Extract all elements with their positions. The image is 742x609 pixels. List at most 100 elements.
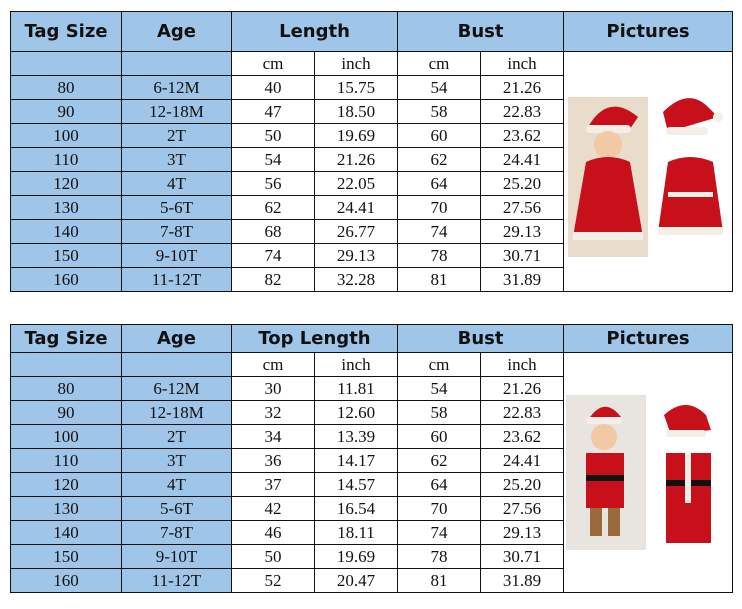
tag-size-cell: 140 xyxy=(10,219,122,244)
unit-cell: cm xyxy=(397,51,482,76)
bust-cm-cell: 81 xyxy=(397,267,482,292)
age-cell: 6-12M xyxy=(121,376,232,401)
header-row: Tag Size Age Length Bust Pictures xyxy=(10,11,733,52)
bust-inch-cell: 23.62 xyxy=(480,424,565,449)
age-cell: 2T xyxy=(121,424,232,449)
table-row: 90 12-18M 32 12.60 58 22.83 xyxy=(10,400,733,425)
table-row: 160 11-12T 52 20.47 81 31.89 xyxy=(10,568,733,593)
bust-cm-cell: 64 xyxy=(397,171,482,196)
bust-inch-cell: 25.20 xyxy=(480,472,565,497)
tag-size-cell: 130 xyxy=(10,195,122,220)
tag-size-cell: 110 xyxy=(10,147,122,172)
length-cm-cell: 68 xyxy=(231,219,315,244)
table-row: 120 4T 37 14.57 64 25.20 xyxy=(10,472,733,497)
length-cm-cell: 32 xyxy=(231,400,315,425)
length-cm-cell: 37 xyxy=(231,472,315,497)
bust-cm-cell: 54 xyxy=(397,376,482,401)
length-cm-cell: 34 xyxy=(231,424,315,449)
bust-inch-cell: 24.41 xyxy=(480,448,565,473)
length-inch-cell: 29.13 xyxy=(313,243,399,268)
tag-size-cell: 100 xyxy=(10,123,122,148)
bust-cm-cell: 78 xyxy=(397,544,482,569)
length-inch-cell: 20.47 xyxy=(313,568,399,593)
tag-size-cell: 150 xyxy=(10,243,122,268)
age-cell: 5-6T xyxy=(121,195,232,220)
tag-size-cell: 160 xyxy=(10,267,122,292)
bust-inch-cell: 31.89 xyxy=(480,267,565,292)
empty-cell xyxy=(121,352,232,377)
bust-cm-cell: 58 xyxy=(397,400,482,425)
bust-cm-cell: 78 xyxy=(397,243,482,268)
bust-inch-cell: 21.26 xyxy=(480,75,565,100)
tag-size-cell: 160 xyxy=(10,568,122,593)
bust-cm-cell: 60 xyxy=(397,424,482,449)
unit-cell: cm xyxy=(231,352,315,377)
age-cell: 4T xyxy=(121,472,232,497)
unit-cell: inch xyxy=(480,51,565,76)
length-inch-cell: 14.57 xyxy=(313,472,399,497)
length-inch-cell: 19.69 xyxy=(313,123,399,148)
tag-size-cell: 110 xyxy=(10,448,122,473)
unit-cell: inch xyxy=(313,51,399,76)
table-row: 140 7-8T 68 26.77 74 29.13 xyxy=(10,219,733,244)
bust-cm-cell: 70 xyxy=(397,496,482,521)
age-cell: 11-12T xyxy=(121,267,232,292)
length-inch-cell: 12.60 xyxy=(313,400,399,425)
bust-inch-cell: 29.13 xyxy=(480,520,565,545)
length-inch-cell: 13.39 xyxy=(313,424,399,449)
unit-row: cm inch cm inch xyxy=(10,51,733,292)
tag-size-cell: 90 xyxy=(10,99,122,124)
length-cm-cell: 47 xyxy=(231,99,315,124)
age-cell: 11-12T xyxy=(121,568,232,593)
length-inch-cell: 18.50 xyxy=(313,99,399,124)
picture-cell xyxy=(563,352,733,593)
header-bust: Bust xyxy=(397,11,565,52)
tag-size-cell: 80 xyxy=(10,376,122,401)
header-pictures: Pictures xyxy=(563,11,733,52)
bust-cm-cell: 70 xyxy=(397,195,482,220)
empty-cell xyxy=(10,352,122,377)
bust-cm-cell: 81 xyxy=(397,568,482,593)
bust-inch-cell: 21.26 xyxy=(480,376,565,401)
age-cell: 7-8T xyxy=(121,219,232,244)
table-row: 160 11-12T 82 32.28 81 31.89 xyxy=(10,267,733,292)
tag-size-cell: 120 xyxy=(10,171,122,196)
tag-size-cell: 150 xyxy=(10,544,122,569)
unit-cell: cm xyxy=(397,352,482,377)
length-inch-cell: 14.17 xyxy=(313,448,399,473)
unit-cell: inch xyxy=(480,352,565,377)
bust-cm-cell: 64 xyxy=(397,472,482,497)
bust-cm-cell: 74 xyxy=(397,219,482,244)
header-bust: Bust xyxy=(397,324,565,353)
length-inch-cell: 18.11 xyxy=(313,520,399,545)
bust-inch-cell: 22.83 xyxy=(480,400,565,425)
bust-inch-cell: 30.71 xyxy=(480,243,565,268)
bust-inch-cell: 31.89 xyxy=(480,568,565,593)
age-cell: 12-18M xyxy=(121,400,232,425)
bust-inch-cell: 23.62 xyxy=(480,123,565,148)
tag-size-cell: 120 xyxy=(10,472,122,497)
age-cell: 4T xyxy=(121,171,232,196)
bust-cm-cell: 62 xyxy=(397,448,482,473)
table-row: 150 9-10T 50 19.69 78 30.71 xyxy=(10,544,733,569)
header-length: Top Length xyxy=(230,324,399,353)
bust-cm-cell: 62 xyxy=(397,147,482,172)
santa-dress-photo xyxy=(568,96,724,257)
bust-inch-cell: 27.56 xyxy=(480,496,565,521)
table-row: 150 9-10T 74 29.13 78 30.71 xyxy=(10,243,733,268)
bust-inch-cell: 30.71 xyxy=(480,544,565,569)
length-cm-cell: 36 xyxy=(231,448,315,473)
length-cm-cell: 42 xyxy=(231,496,315,521)
length-inch-cell: 11.81 xyxy=(313,376,399,401)
header-age: Age xyxy=(121,324,232,353)
age-cell: 12-18M xyxy=(121,99,232,124)
length-cm-cell: 30 xyxy=(231,376,315,401)
length-cm-cell: 62 xyxy=(231,195,315,220)
age-cell: 3T xyxy=(121,147,232,172)
length-inch-cell: 19.69 xyxy=(313,544,399,569)
header-length: Length xyxy=(230,11,399,52)
header-tag-size: Tag Size xyxy=(10,11,122,52)
header-pictures: Pictures xyxy=(563,324,733,353)
size-table-suit: Tag Size Age Top Length Bust Pictures cm i… xyxy=(10,324,733,593)
length-inch-cell: 21.26 xyxy=(313,147,399,172)
